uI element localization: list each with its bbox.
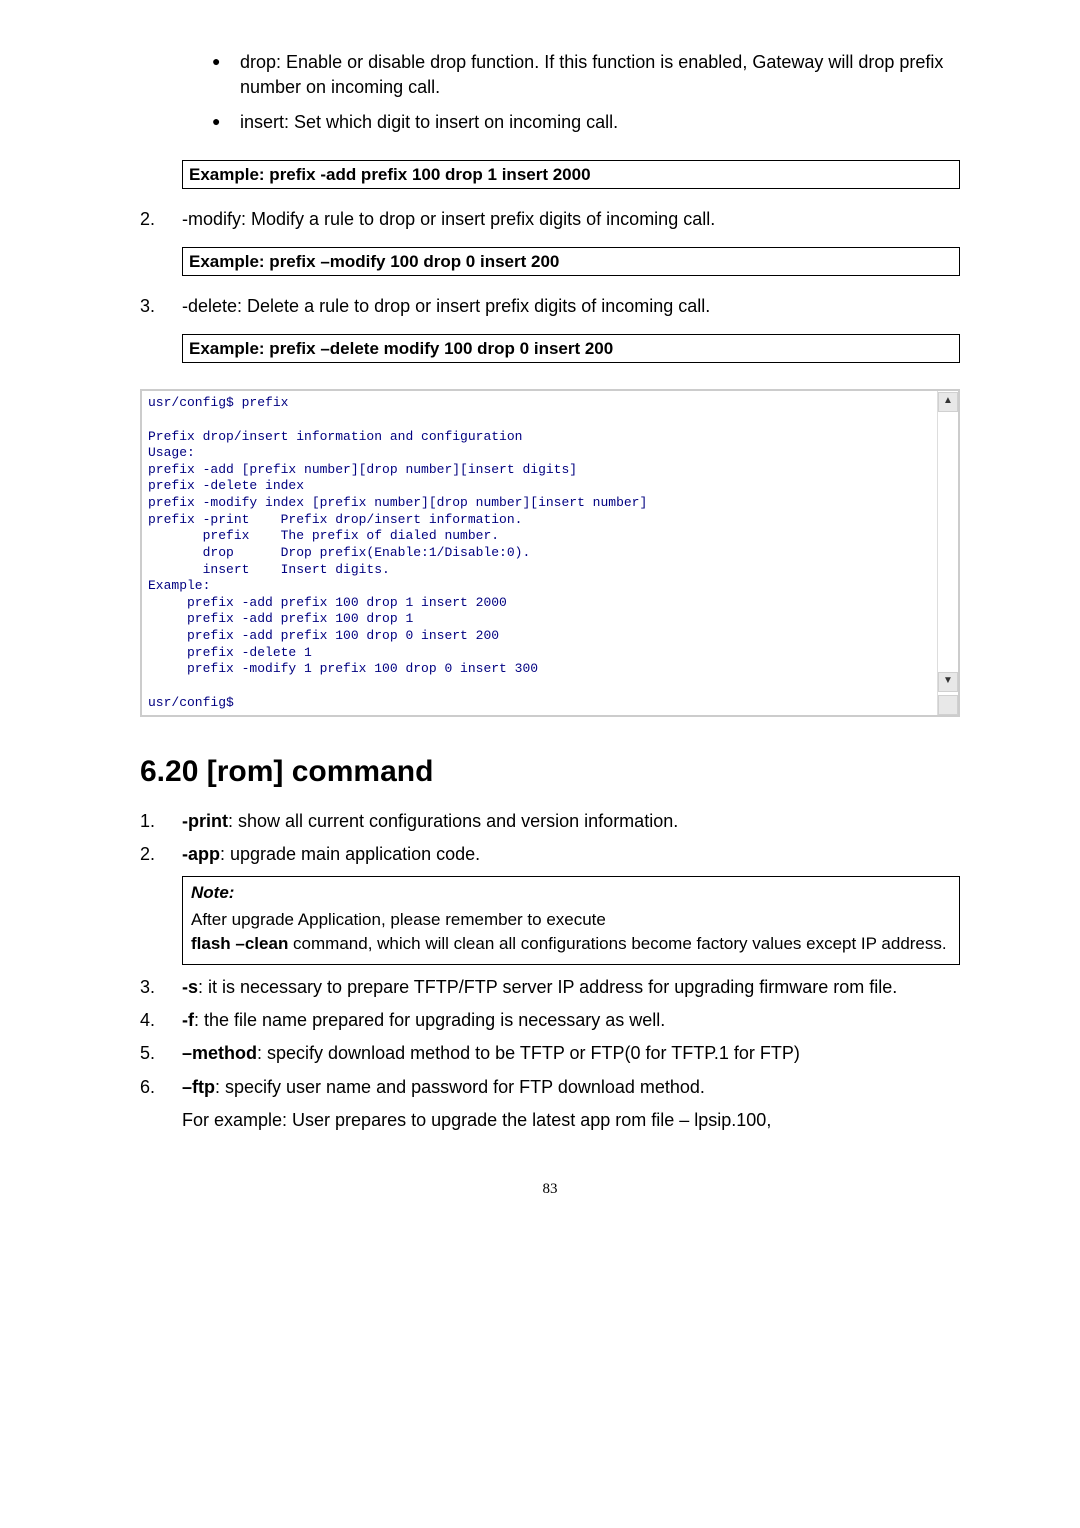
example-box-3: Example: prefix –delete modify 100 drop … bbox=[182, 334, 960, 364]
note-text: After upgrade Application, please rememb… bbox=[191, 910, 606, 929]
list-item: 5. –method: specify download method to b… bbox=[140, 1041, 960, 1066]
list-item: 1. -print: show all current configuratio… bbox=[140, 809, 960, 834]
item-number: 6. bbox=[140, 1075, 155, 1100]
option-name: –method bbox=[182, 1043, 257, 1063]
item-text: -delete: Delete a rule to drop or insert… bbox=[182, 296, 710, 316]
list-item: 2. -modify: Modify a rule to drop or ins… bbox=[140, 207, 960, 276]
item-number: 2. bbox=[140, 207, 155, 232]
option-name: -s bbox=[182, 977, 198, 997]
item-number: 1. bbox=[140, 809, 155, 834]
example-box-1: Example: prefix -add prefix 100 drop 1 i… bbox=[182, 160, 960, 190]
option-name: -app bbox=[182, 844, 220, 864]
item-number: 3. bbox=[140, 975, 155, 1000]
option-name: –ftp bbox=[182, 1077, 215, 1097]
note-title: Note: bbox=[191, 881, 951, 905]
example-text: For example: User prepares to upgrade th… bbox=[182, 1108, 960, 1133]
option-desc: : specify user name and password for FTP… bbox=[215, 1077, 705, 1097]
scrollbar[interactable]: ▲ ▼ bbox=[937, 391, 958, 715]
option-desc: : upgrade main application code. bbox=[220, 844, 480, 864]
list-item: 3. -delete: Delete a rule to drop or ins… bbox=[140, 294, 960, 363]
section-heading: 6.20 [rom] command bbox=[140, 751, 960, 793]
option-desc: : the file name prepared for upgrading i… bbox=[194, 1010, 665, 1030]
page-number: 83 bbox=[140, 1179, 960, 1200]
list-item: 4. -f: the file name prepared for upgrad… bbox=[140, 1008, 960, 1033]
note-box: Note: After upgrade Application, please … bbox=[182, 876, 960, 965]
option-name: -print bbox=[182, 811, 228, 831]
bullet-list: drop: Enable or disable drop function. I… bbox=[140, 50, 960, 136]
option-desc: : show all current configurations and ve… bbox=[228, 811, 678, 831]
item-number: 4. bbox=[140, 1008, 155, 1033]
scroll-thumb[interactable] bbox=[938, 695, 958, 715]
option-name: -f bbox=[182, 1010, 194, 1030]
rom-list-cont: 3. -s: it is necessary to prepare TFTP/F… bbox=[140, 975, 960, 1133]
bullet-item: drop: Enable or disable drop function. I… bbox=[212, 50, 960, 100]
rom-list: 1. -print: show all current configuratio… bbox=[140, 809, 960, 867]
option-desc: : specify download method to be TFTP or … bbox=[257, 1043, 800, 1063]
list-item: 6. –ftp: specify user name and password … bbox=[140, 1075, 960, 1133]
item-number: 2. bbox=[140, 842, 155, 867]
note-text: command, which will clean all configurat… bbox=[288, 934, 946, 953]
list-item: 3. -s: it is necessary to prepare TFTP/F… bbox=[140, 975, 960, 1000]
numbered-list-1: 2. -modify: Modify a rule to drop or ins… bbox=[140, 207, 960, 363]
scroll-down-icon[interactable]: ▼ bbox=[938, 672, 958, 692]
list-item: 2. -app: upgrade main application code. bbox=[140, 842, 960, 867]
example-box-2: Example: prefix –modify 100 drop 0 inser… bbox=[182, 247, 960, 277]
item-number: 5. bbox=[140, 1041, 155, 1066]
item-text: -modify: Modify a rule to drop or insert… bbox=[182, 209, 715, 229]
item-number: 3. bbox=[140, 294, 155, 319]
note-command: flash –clean bbox=[191, 934, 288, 953]
bullet-item: insert: Set which digit to insert on inc… bbox=[212, 110, 960, 135]
terminal-output: usr/config$ prefix Prefix drop/insert in… bbox=[142, 391, 936, 715]
note-body: After upgrade Application, please rememb… bbox=[191, 908, 951, 956]
terminal-window: usr/config$ prefix Prefix drop/insert in… bbox=[140, 389, 960, 717]
option-desc: : it is necessary to prepare TFTP/FTP se… bbox=[198, 977, 897, 997]
scroll-up-icon[interactable]: ▲ bbox=[938, 392, 958, 412]
